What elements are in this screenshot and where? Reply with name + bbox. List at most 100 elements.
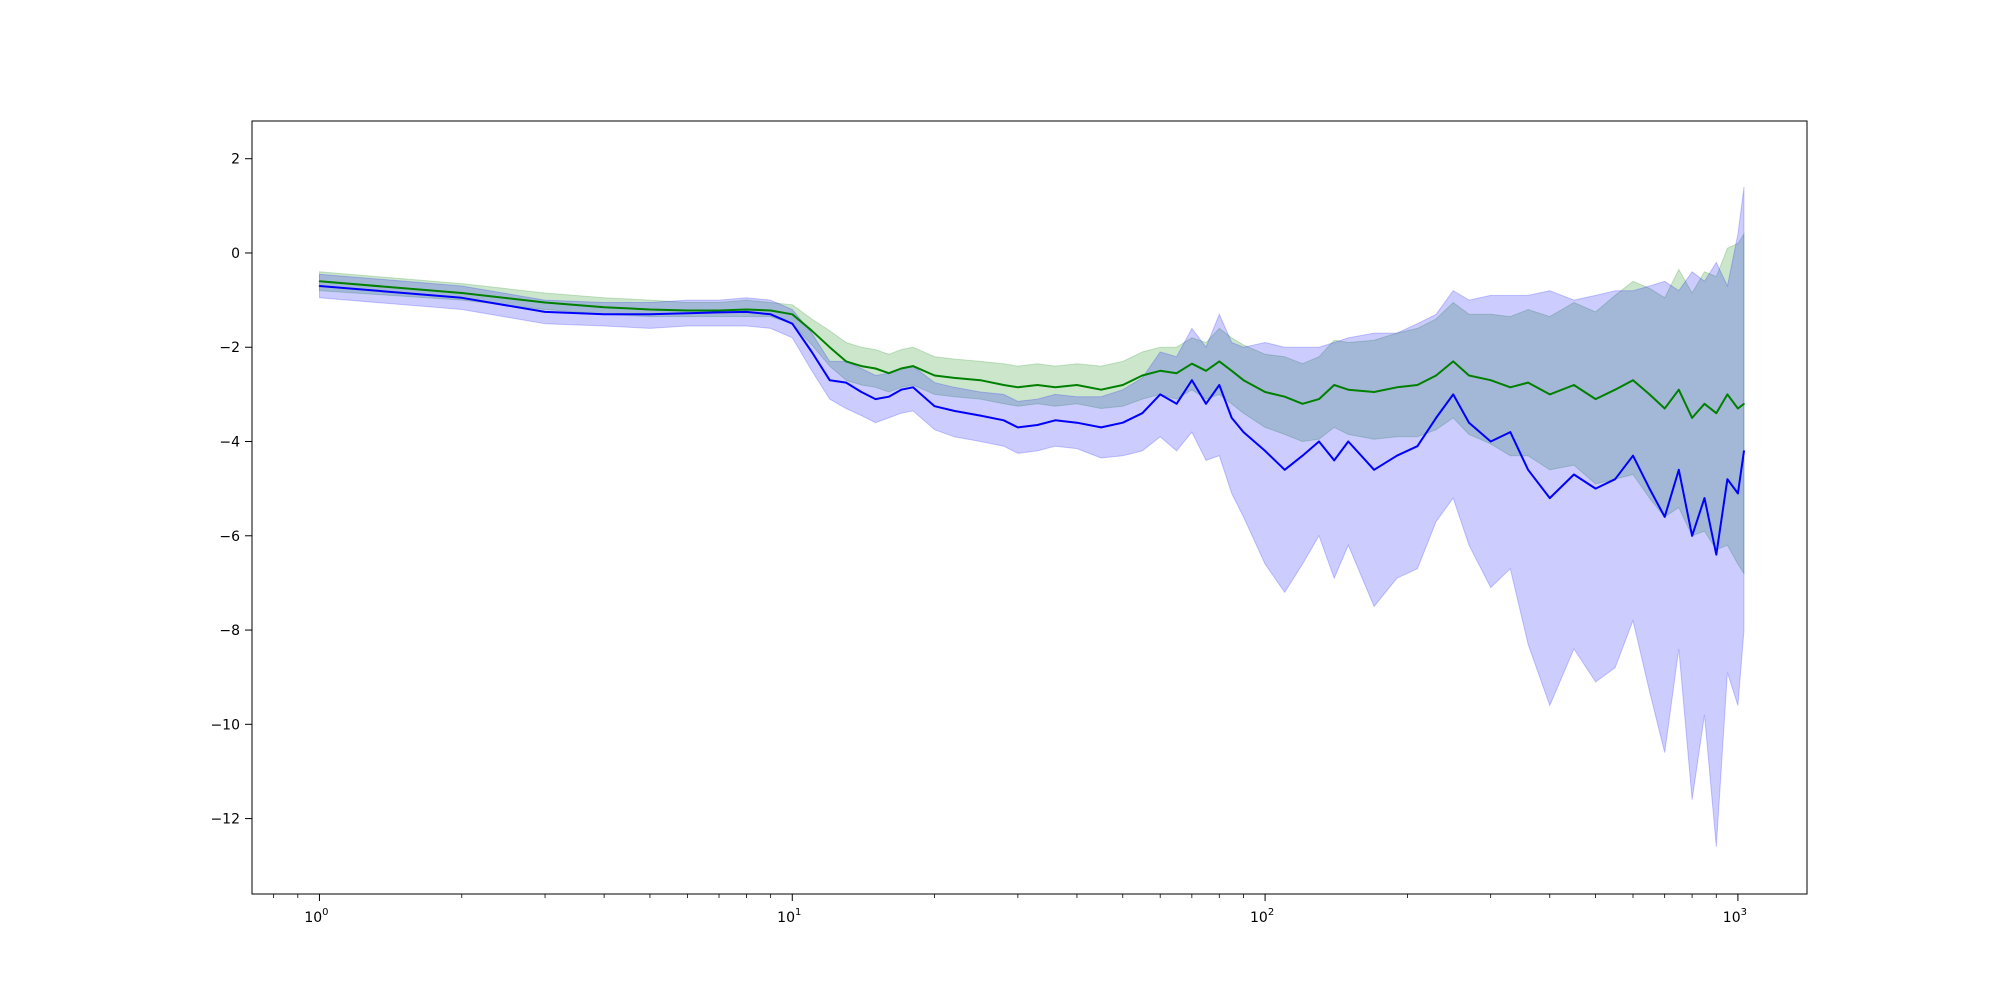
series-1-point <box>1594 398 1597 400</box>
series-2-point <box>845 381 847 384</box>
series-2-point <box>912 386 914 389</box>
series-1-point <box>1396 386 1398 389</box>
series-2-point <box>1175 403 1178 405</box>
series-2-point <box>603 313 605 316</box>
series-1-point <box>1663 407 1666 410</box>
series-1-point <box>811 329 813 332</box>
series-1-point <box>900 367 902 370</box>
series-2-point <box>1527 469 1529 471</box>
confidence-bands <box>319 186 1745 847</box>
series-2-point <box>1318 440 1320 443</box>
series-1-point <box>318 280 321 283</box>
series-1-point <box>1347 388 1350 391</box>
series-2-point <box>1509 431 1512 433</box>
series-2-point <box>1435 417 1437 419</box>
series-2-band <box>319 186 1745 847</box>
series-1-point <box>1373 391 1375 393</box>
series-1-point <box>1159 370 1161 372</box>
series-2-point <box>1141 412 1144 415</box>
series-2-point <box>1489 440 1492 443</box>
series-2-point <box>1017 426 1019 429</box>
series-1-point <box>1218 360 1221 363</box>
y-tick-label: −8 <box>219 623 240 639</box>
series-2-point <box>745 311 748 313</box>
y-tick-label: −6 <box>219 529 240 545</box>
series-2-point <box>953 410 955 412</box>
series-2-point <box>1549 497 1551 499</box>
series-2-point <box>1373 469 1375 471</box>
x-tick-exponent: 1 <box>795 907 801 918</box>
y-tick-label: 2 <box>231 152 240 168</box>
series-2-point <box>1715 553 1718 556</box>
series-1-point <box>1715 412 1718 415</box>
series-1-point <box>860 365 863 367</box>
x-tick-exponent: 3 <box>1741 907 1747 918</box>
x-tick-mantissa: 10 <box>1250 910 1268 926</box>
series-1-point <box>912 365 914 367</box>
series-2-point <box>461 297 463 299</box>
series-1-point <box>1726 393 1729 396</box>
series-1-point <box>1691 417 1693 419</box>
series-2-point <box>1191 379 1193 382</box>
series-2-point <box>1648 487 1651 490</box>
series-1-point <box>979 379 982 382</box>
series-2-point <box>1703 497 1706 499</box>
series-1-point <box>1036 384 1039 386</box>
series-1-point <box>1002 384 1005 386</box>
series-2-point <box>811 351 813 353</box>
series-1-point <box>686 309 689 312</box>
y-tick-label: −12 <box>210 812 240 828</box>
series-2-point <box>1122 421 1124 424</box>
series-2-point <box>649 313 651 316</box>
series-2-point <box>1614 478 1616 481</box>
series-1-point <box>1017 386 1019 389</box>
series-1-point <box>1549 393 1551 396</box>
series-1-point <box>1191 362 1193 365</box>
y-tick-label: −10 <box>210 717 240 733</box>
y-tick-label: 0 <box>231 246 240 262</box>
series-2-point <box>1691 535 1693 537</box>
x-tick-label: 100 <box>304 907 328 926</box>
series-1-point <box>791 313 794 316</box>
series-1-point <box>1743 403 1745 405</box>
series-1-point <box>1509 386 1512 389</box>
series-1-point <box>1205 370 1207 372</box>
x-tick-mantissa: 10 <box>777 910 795 926</box>
x-tick-exponent: 2 <box>1268 907 1274 918</box>
series-1-point <box>1054 386 1057 389</box>
series-1-point <box>1737 407 1739 410</box>
series-2-point <box>1452 393 1454 396</box>
series-1-band <box>319 232 1745 576</box>
series-2-point <box>1468 421 1470 424</box>
series-1-point <box>933 374 936 377</box>
series-1-point <box>845 360 847 363</box>
series-1-point <box>1468 374 1470 377</box>
series-1-point <box>874 367 877 370</box>
series-1-point <box>1435 374 1437 377</box>
series-1-point <box>544 301 546 304</box>
series-2-point <box>1002 419 1005 422</box>
series-2-point <box>791 322 794 325</box>
series-2-point <box>979 414 982 417</box>
series-2-point <box>1301 454 1304 457</box>
series-1-point <box>1573 384 1575 386</box>
x-tick-label: 101 <box>777 907 801 926</box>
x-tick-label: 103 <box>1723 907 1747 926</box>
series-1-point <box>1489 379 1492 382</box>
series-2-point <box>1737 492 1739 495</box>
series-1-point <box>649 308 651 311</box>
series-1-point <box>1301 403 1304 405</box>
series-2-point <box>1205 403 1207 405</box>
series-1-point <box>745 308 748 311</box>
series-1-point <box>1527 381 1529 384</box>
series-2-point <box>318 285 321 287</box>
series-1-point <box>718 309 720 312</box>
series-2-point <box>544 311 546 313</box>
series-1-point <box>1141 374 1144 377</box>
series-2-point <box>1347 440 1350 443</box>
series-1-point <box>953 377 955 379</box>
plot-area-frame <box>251 120 1808 895</box>
series-2-point <box>933 405 936 408</box>
series-1-point <box>1632 379 1634 382</box>
